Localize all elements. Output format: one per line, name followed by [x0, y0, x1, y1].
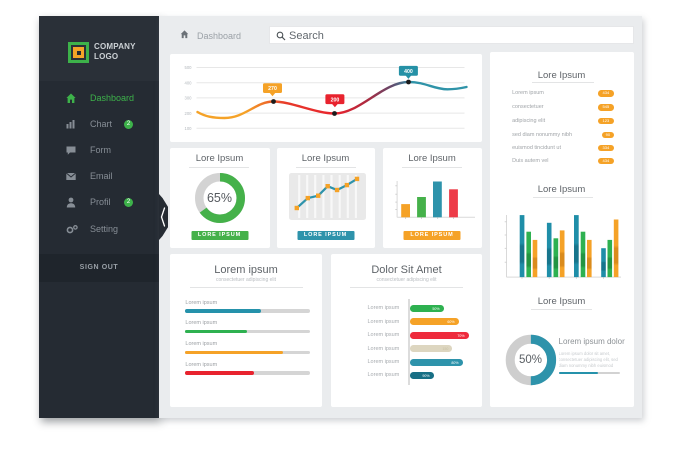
svg-text:400: 400	[404, 68, 413, 74]
svg-text:100: 100	[184, 126, 192, 131]
svg-text:400: 400	[184, 80, 192, 85]
svg-text:500: 500	[184, 65, 192, 70]
svg-text:300: 300	[184, 95, 192, 100]
svg-text:200: 200	[330, 97, 339, 103]
svg-text:270: 270	[268, 86, 277, 92]
svg-text:200: 200	[184, 110, 192, 115]
